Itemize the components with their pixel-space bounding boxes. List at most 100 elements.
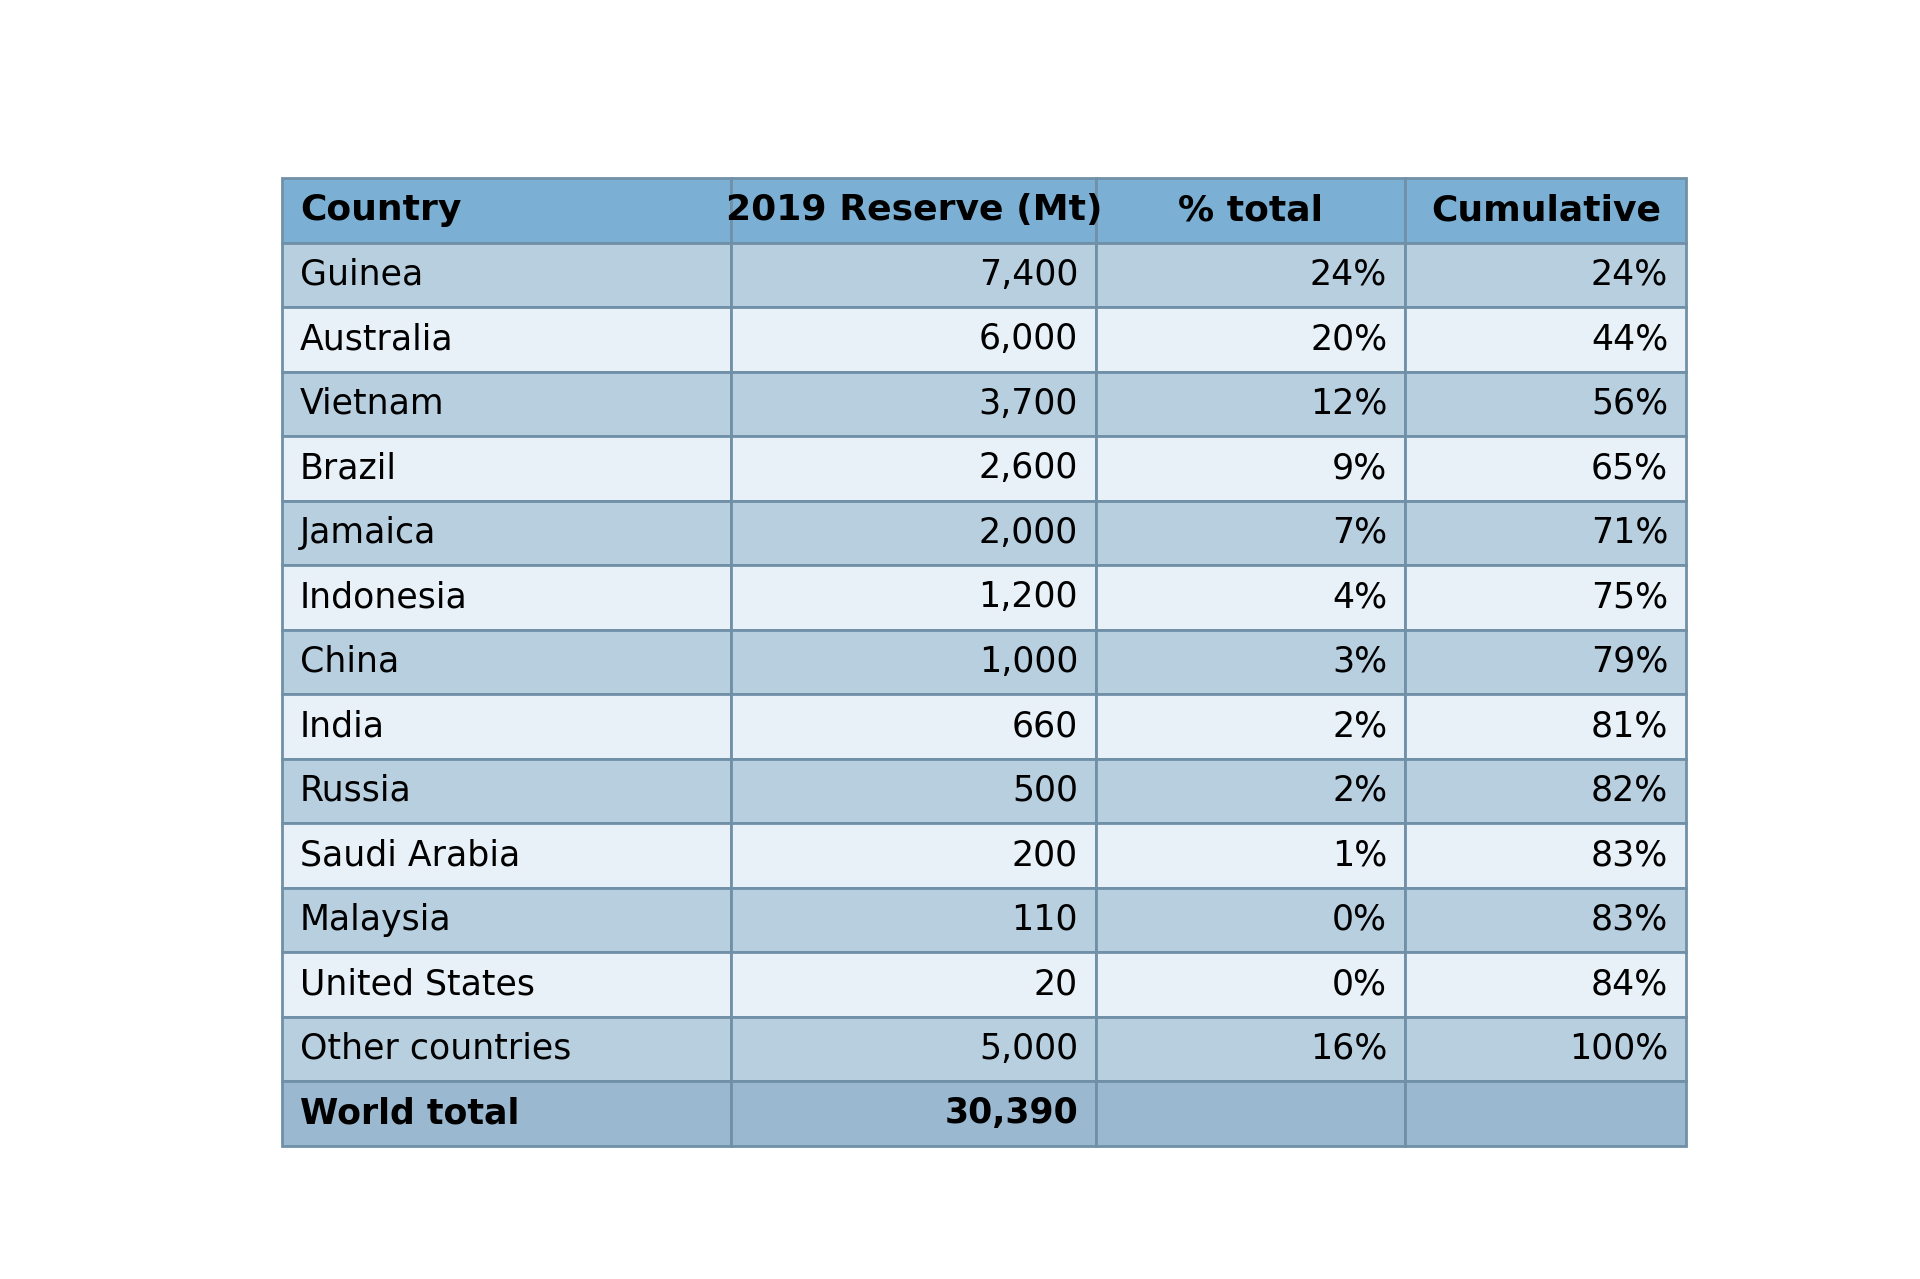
FancyBboxPatch shape [732,178,1096,243]
Text: 0%: 0% [1332,903,1386,938]
FancyBboxPatch shape [732,952,1096,1017]
FancyBboxPatch shape [1405,500,1686,565]
FancyBboxPatch shape [1405,178,1686,243]
FancyBboxPatch shape [1096,758,1405,824]
Text: World total: World total [300,1096,518,1131]
FancyBboxPatch shape [1405,952,1686,1017]
Text: 24%: 24% [1592,258,1668,292]
Text: 2%: 2% [1332,774,1386,808]
Text: Cumulative: Cumulative [1430,193,1661,228]
Text: Brazil: Brazil [300,451,397,485]
FancyBboxPatch shape [1096,824,1405,888]
FancyBboxPatch shape [1096,500,1405,565]
FancyBboxPatch shape [282,178,732,243]
Text: Australia: Australia [300,322,453,357]
FancyBboxPatch shape [732,243,1096,307]
FancyBboxPatch shape [282,436,732,500]
FancyBboxPatch shape [282,500,732,565]
Text: 3%: 3% [1332,645,1386,679]
FancyBboxPatch shape [732,500,1096,565]
Text: Malaysia: Malaysia [300,903,451,938]
FancyBboxPatch shape [1096,178,1405,243]
Text: 110: 110 [1012,903,1079,938]
Text: 56%: 56% [1592,386,1668,421]
Text: 20%: 20% [1309,322,1386,357]
FancyBboxPatch shape [732,1017,1096,1081]
Text: Jamaica: Jamaica [300,515,436,550]
Text: 6,000: 6,000 [979,322,1079,357]
Text: 7%: 7% [1332,515,1386,550]
Text: 75%: 75% [1592,581,1668,614]
FancyBboxPatch shape [282,372,732,436]
Text: 100%: 100% [1569,1032,1668,1065]
FancyBboxPatch shape [1096,307,1405,372]
Text: 7,400: 7,400 [979,258,1079,292]
FancyBboxPatch shape [1405,758,1686,824]
FancyBboxPatch shape [1405,243,1686,307]
FancyBboxPatch shape [282,758,732,824]
FancyBboxPatch shape [732,565,1096,629]
FancyBboxPatch shape [282,1081,732,1146]
Text: 2,600: 2,600 [979,451,1079,485]
Text: 81%: 81% [1590,710,1668,743]
Text: 5,000: 5,000 [979,1032,1079,1065]
Text: 83%: 83% [1592,839,1668,872]
Text: 12%: 12% [1309,386,1386,421]
Text: 71%: 71% [1590,515,1668,550]
FancyBboxPatch shape [1405,307,1686,372]
FancyBboxPatch shape [1405,565,1686,629]
Text: 44%: 44% [1592,322,1668,357]
Text: 1,200: 1,200 [979,581,1079,614]
Text: 65%: 65% [1592,451,1668,485]
FancyBboxPatch shape [1096,629,1405,694]
Text: 2,000: 2,000 [979,515,1079,550]
FancyBboxPatch shape [282,694,732,758]
FancyBboxPatch shape [1405,436,1686,500]
FancyBboxPatch shape [282,888,732,952]
Text: 84%: 84% [1592,967,1668,1001]
Text: 24%: 24% [1309,258,1386,292]
Text: Saudi Arabia: Saudi Arabia [300,839,520,872]
Text: 16%: 16% [1309,1032,1386,1065]
FancyBboxPatch shape [1405,888,1686,952]
Text: 82%: 82% [1592,774,1668,808]
Text: Guinea: Guinea [300,258,422,292]
Text: 2%: 2% [1332,710,1386,743]
FancyBboxPatch shape [282,824,732,888]
FancyBboxPatch shape [1405,1017,1686,1081]
Text: Vietnam: Vietnam [300,386,445,421]
Text: Indonesia: Indonesia [300,581,468,614]
FancyBboxPatch shape [282,1017,732,1081]
FancyBboxPatch shape [732,824,1096,888]
FancyBboxPatch shape [282,565,732,629]
FancyBboxPatch shape [1096,436,1405,500]
Text: Other countries: Other countries [300,1032,572,1065]
FancyBboxPatch shape [282,629,732,694]
Text: 20: 20 [1035,967,1079,1001]
FancyBboxPatch shape [732,436,1096,500]
FancyBboxPatch shape [732,629,1096,694]
FancyBboxPatch shape [1096,888,1405,952]
FancyBboxPatch shape [1405,824,1686,888]
Text: 500: 500 [1012,774,1079,808]
FancyBboxPatch shape [1405,1081,1686,1146]
FancyBboxPatch shape [732,307,1096,372]
Text: 660: 660 [1012,710,1079,743]
Text: Russia: Russia [300,774,411,808]
FancyBboxPatch shape [1096,372,1405,436]
Text: 2019 Reserve (Mt): 2019 Reserve (Mt) [726,193,1102,228]
Text: 4%: 4% [1332,581,1386,614]
FancyBboxPatch shape [1096,694,1405,758]
FancyBboxPatch shape [1096,243,1405,307]
FancyBboxPatch shape [732,758,1096,824]
FancyBboxPatch shape [732,1081,1096,1146]
Text: % total: % total [1179,193,1323,228]
Text: 1,000: 1,000 [979,645,1079,679]
Text: 0%: 0% [1332,967,1386,1001]
FancyBboxPatch shape [282,952,732,1017]
Text: 83%: 83% [1592,903,1668,938]
Text: 3,700: 3,700 [979,386,1079,421]
Text: 200: 200 [1012,839,1079,872]
FancyBboxPatch shape [1405,694,1686,758]
Text: 1%: 1% [1332,839,1386,872]
